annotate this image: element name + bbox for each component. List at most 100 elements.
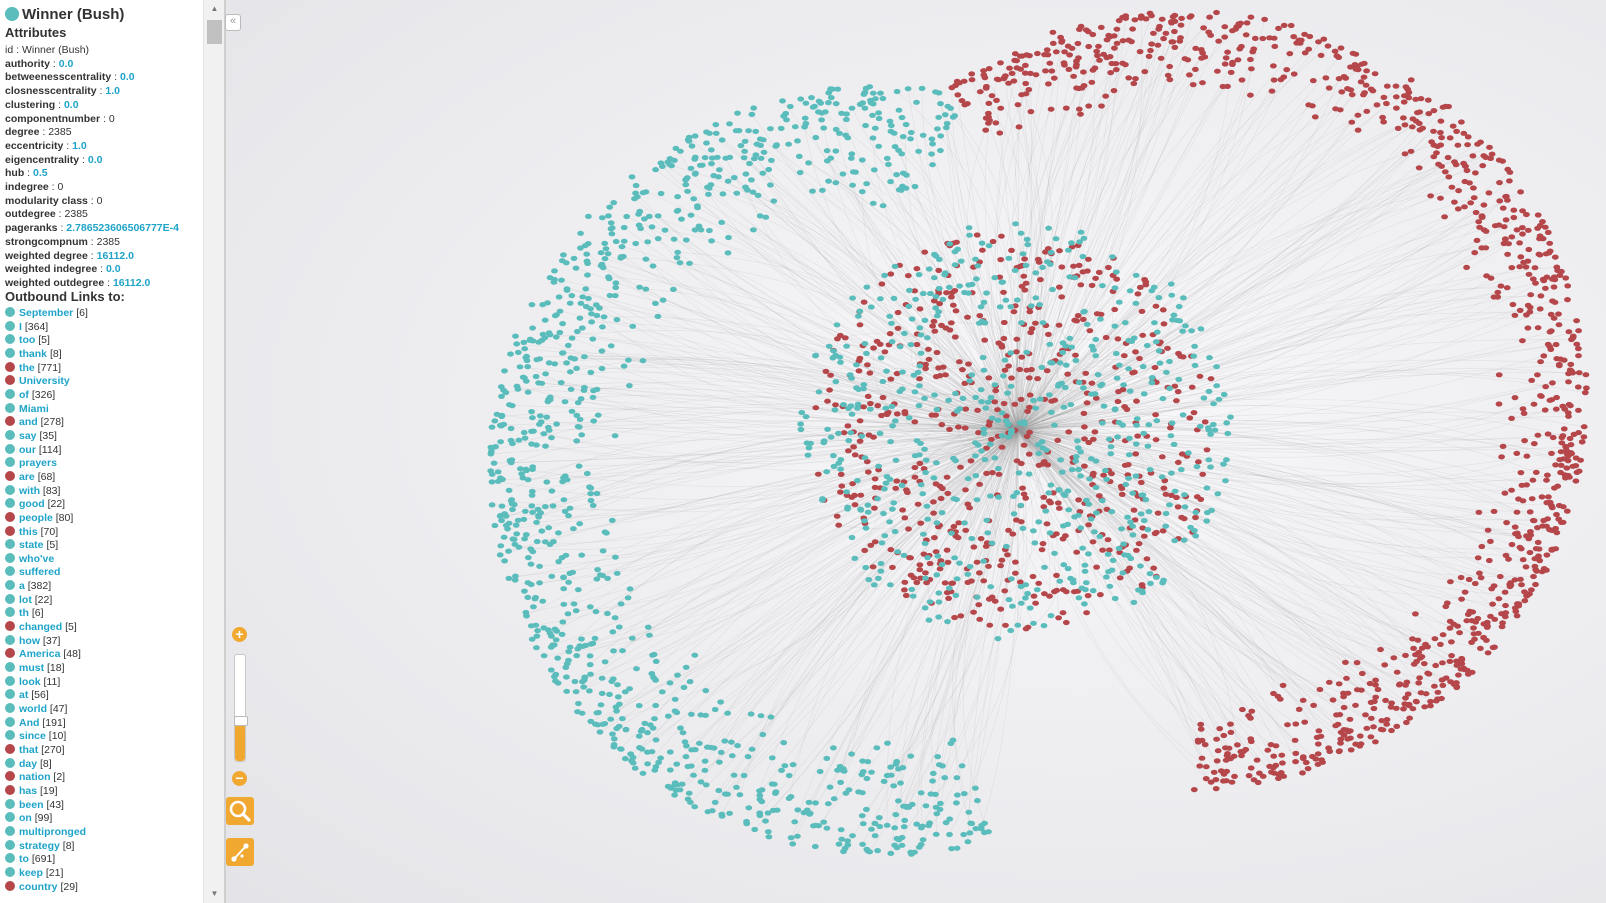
graph-node[interactable] xyxy=(521,346,529,352)
graph-node[interactable] xyxy=(721,791,729,797)
graph-node[interactable] xyxy=(1058,380,1065,386)
graph-node[interactable] xyxy=(573,438,581,444)
graph-node[interactable] xyxy=(1033,587,1041,593)
graph-node[interactable] xyxy=(882,405,890,411)
graph-node[interactable] xyxy=(1030,620,1037,626)
graph-node[interactable] xyxy=(921,317,929,323)
graph-node[interactable] xyxy=(1061,384,1069,391)
graph-node[interactable] xyxy=(528,302,536,308)
graph-node[interactable] xyxy=(814,471,822,477)
graph-node[interactable] xyxy=(824,398,831,404)
graph-node[interactable] xyxy=(1495,596,1503,602)
graph-node[interactable] xyxy=(1077,23,1085,29)
graph-node[interactable] xyxy=(1148,41,1155,47)
graph-node[interactable] xyxy=(1220,391,1228,398)
graph-node[interactable] xyxy=(759,170,767,176)
graph-node[interactable] xyxy=(644,730,651,736)
graph-node[interactable] xyxy=(1360,60,1368,66)
graph-node[interactable] xyxy=(1190,410,1198,416)
graph-node[interactable] xyxy=(951,555,958,561)
graph-node[interactable] xyxy=(997,257,1005,263)
graph-node[interactable] xyxy=(1221,61,1229,67)
graph-node[interactable] xyxy=(498,517,505,524)
graph-node[interactable] xyxy=(883,368,890,374)
graph-node[interactable] xyxy=(1139,492,1147,498)
graph-node[interactable] xyxy=(701,758,709,764)
outbound-link-word[interactable]: people xyxy=(19,511,53,524)
graph-node[interactable] xyxy=(1450,621,1458,627)
graph-node[interactable] xyxy=(620,238,628,244)
graph-node[interactable] xyxy=(879,203,887,209)
graph-node[interactable] xyxy=(760,149,768,155)
graph-node[interactable] xyxy=(917,482,925,488)
outbound-link-word[interactable]: with xyxy=(19,484,40,497)
collapse-panel-button[interactable]: « xyxy=(225,14,241,31)
graph-node[interactable] xyxy=(861,105,869,111)
graph-node[interactable] xyxy=(1496,180,1503,186)
graph-node[interactable] xyxy=(922,575,929,581)
graph-node[interactable] xyxy=(1567,361,1575,367)
graph-node[interactable] xyxy=(1087,516,1095,522)
graph-node[interactable] xyxy=(1095,269,1103,275)
graph-node[interactable] xyxy=(1530,573,1537,580)
graph-node[interactable] xyxy=(1243,20,1251,26)
outbound-link-word[interactable]: and xyxy=(19,416,38,429)
graph-node[interactable] xyxy=(970,609,977,615)
graph-node[interactable] xyxy=(1202,776,1210,782)
graph-node[interactable] xyxy=(728,739,735,745)
graph-node[interactable] xyxy=(740,772,748,779)
graph-node[interactable] xyxy=(1439,632,1447,638)
graph-node[interactable] xyxy=(750,227,757,233)
graph-node[interactable] xyxy=(942,372,949,378)
graph-node[interactable] xyxy=(1556,272,1564,278)
graph-node[interactable] xyxy=(629,760,637,766)
graph-node[interactable] xyxy=(1344,86,1351,92)
graph-node[interactable] xyxy=(957,613,965,619)
graph-node[interactable] xyxy=(601,721,609,727)
graph-node[interactable] xyxy=(1064,566,1072,572)
graph-node[interactable] xyxy=(520,516,528,523)
graph-node[interactable] xyxy=(715,174,722,180)
graph-node[interactable] xyxy=(574,400,582,406)
graph-node[interactable] xyxy=(936,806,944,813)
graph-node[interactable] xyxy=(1085,439,1093,446)
graph-node[interactable] xyxy=(1119,386,1127,393)
graph-node[interactable] xyxy=(1036,396,1044,402)
graph-node[interactable] xyxy=(604,610,611,617)
graph-node[interactable] xyxy=(612,238,620,245)
graph-node[interactable] xyxy=(916,562,924,568)
graph-node[interactable] xyxy=(488,424,496,430)
graph-node[interactable] xyxy=(1490,508,1498,514)
graph-node[interactable] xyxy=(652,300,659,306)
graph-node[interactable] xyxy=(1023,349,1031,355)
graph-node[interactable] xyxy=(1146,10,1154,16)
graph-node[interactable] xyxy=(991,399,999,405)
graph-node[interactable] xyxy=(1336,748,1343,754)
graph-node[interactable] xyxy=(870,345,877,351)
graph-node[interactable] xyxy=(536,563,543,569)
graph-node[interactable] xyxy=(947,320,955,326)
graph-node[interactable] xyxy=(1352,51,1360,57)
graph-node[interactable] xyxy=(996,130,1004,136)
graph-node[interactable] xyxy=(1225,745,1233,751)
graph-node[interactable] xyxy=(860,382,868,388)
graph-node[interactable] xyxy=(543,414,551,420)
graph-node[interactable] xyxy=(1022,495,1030,501)
graph-node[interactable] xyxy=(1552,406,1560,412)
graph-node[interactable] xyxy=(830,463,838,469)
graph-node[interactable] xyxy=(1550,284,1558,290)
graph-node[interactable] xyxy=(1150,30,1157,36)
graph-node[interactable] xyxy=(837,779,844,786)
graph-node[interactable] xyxy=(948,530,955,536)
graph-node[interactable] xyxy=(635,733,643,739)
graph-node[interactable] xyxy=(1536,306,1544,312)
graph-node[interactable] xyxy=(685,134,693,140)
graph-node[interactable] xyxy=(646,632,653,638)
graph-node[interactable] xyxy=(1498,454,1505,460)
graph-node[interactable] xyxy=(1206,355,1213,361)
graph-node[interactable] xyxy=(594,567,601,573)
graph-node[interactable] xyxy=(1085,103,1093,109)
graph-node[interactable] xyxy=(1022,62,1029,68)
graph-node[interactable] xyxy=(874,403,882,409)
graph-node[interactable] xyxy=(1196,423,1204,429)
